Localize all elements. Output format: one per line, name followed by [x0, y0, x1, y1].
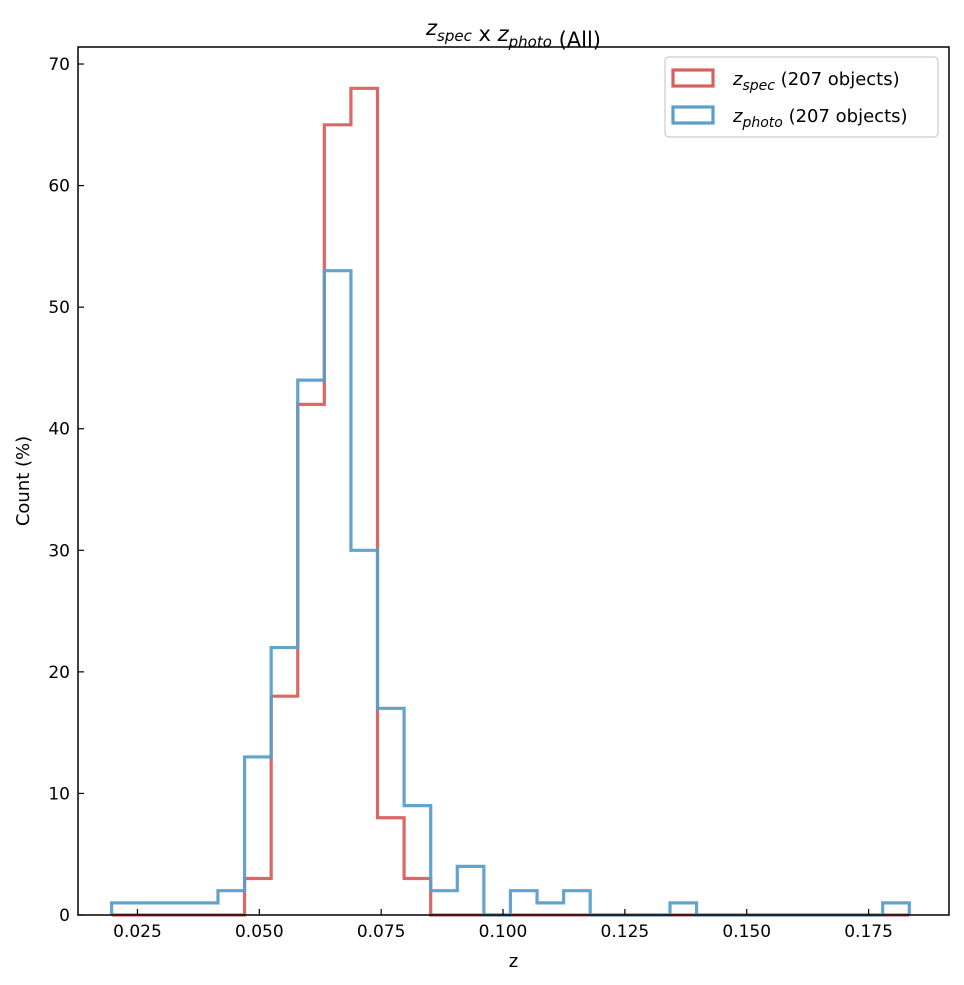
y-axis-label: Count (%)	[13, 436, 34, 526]
y-tick-label: 0	[59, 906, 70, 926]
y-tick-label: 30	[48, 541, 70, 561]
series-photo-outline	[110, 269, 911, 917]
chart-title: zspec x zphoto (All)	[425, 16, 601, 52]
chart-title-text: zspec x zphoto (All)	[425, 16, 601, 52]
legend: zspec (207 objects) zphoto (207 objects)	[664, 56, 939, 138]
plot-frame	[77, 46, 950, 916]
x-tick-label: 0.150	[722, 922, 771, 942]
legend-label-spec: zspec (207 objects)	[732, 69, 900, 94]
x-axis: 0.025 0.050 0.075 0.100 0.125 0.150 0.175	[113, 909, 893, 942]
x-axis-label: z	[509, 951, 518, 972]
x-tick-label: 0.125	[601, 922, 650, 942]
y-axis: 0 10 20 30 40 50 60 70	[48, 55, 84, 926]
x-tick-label: 0.050	[235, 922, 284, 942]
y-tick-label: 60	[48, 177, 70, 197]
y-tick-label: 70	[48, 55, 70, 75]
y-tick-label: 10	[48, 784, 70, 804]
series-spec-outline	[111, 86, 910, 917]
legend-swatch-photo	[671, 105, 715, 125]
y-tick-label: 40	[48, 420, 70, 440]
series-group	[110, 86, 911, 917]
legend-swatch-spec	[671, 68, 715, 88]
x-tick-label: 0.100	[479, 922, 528, 942]
x-tick-label: 0.025	[113, 922, 162, 942]
x-tick-label: 0.075	[357, 922, 406, 942]
legend-box	[664, 56, 939, 138]
legend-label-photo: zphoto (207 objects)	[732, 106, 908, 131]
y-tick-label: 20	[48, 663, 70, 683]
x-tick-label: 0.175	[844, 922, 893, 942]
y-tick-label: 50	[48, 298, 70, 318]
